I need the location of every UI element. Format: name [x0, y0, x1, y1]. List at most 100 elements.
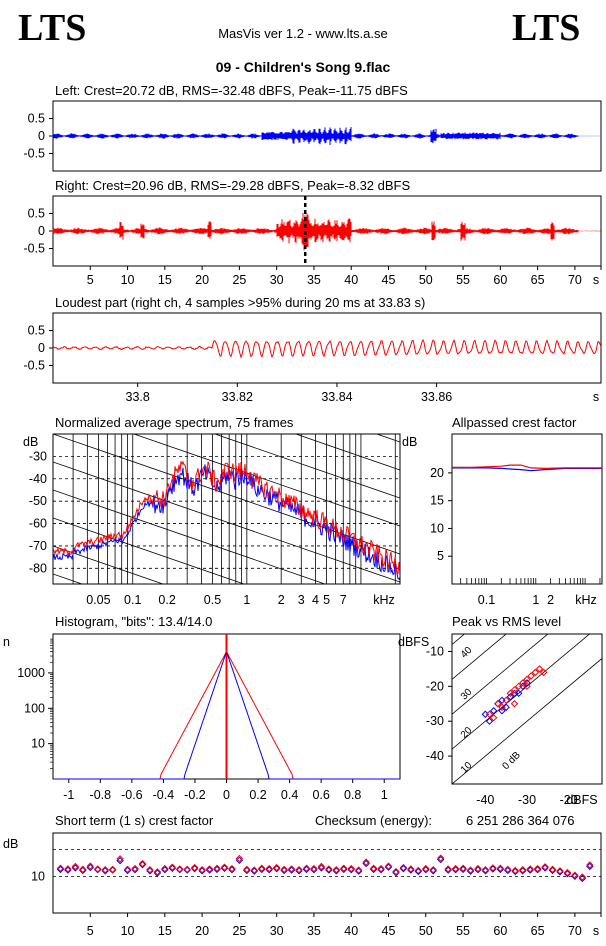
- crest-point: [369, 865, 378, 874]
- peak-rms-diagonal: [452, 657, 602, 784]
- crest-point: [317, 862, 326, 871]
- crest-point: [578, 873, 587, 881]
- peak-rms-point: [489, 714, 498, 722]
- crest-point: [228, 866, 236, 874]
- allpass-xunit: kHz: [575, 593, 597, 607]
- checksum-value: 6 251 286 364 076: [466, 813, 574, 828]
- allpass-xtick-label: 0.1: [478, 593, 495, 607]
- allpass-ytick-label: 5: [437, 549, 444, 563]
- spectrum-diagonal: [53, 545, 165, 584]
- crest-point: [474, 864, 482, 873]
- peak-rms-xtick-label: -20: [560, 793, 578, 807]
- right-waveform-xtick-label: 30: [270, 273, 284, 287]
- allpass-ylabel: dB: [402, 435, 417, 449]
- crest-point: [123, 866, 132, 875]
- loudest-signal: [52, 338, 602, 359]
- crest-point: [340, 865, 348, 874]
- crest-point: [64, 866, 72, 874]
- crest-ytick-label: 10: [31, 870, 45, 884]
- crest-point: [64, 865, 72, 873]
- crest-point: [377, 864, 385, 873]
- crest-frame: [52, 832, 602, 914]
- crest-point: [489, 865, 497, 873]
- crest-point: [504, 866, 512, 875]
- right-waveform-title: Right: Crest=20.96 dB, RMS=-29.28 dBFS, …: [55, 178, 410, 193]
- crest-xtick-label: 30: [270, 924, 284, 938]
- right-waveform-signal: [52, 213, 601, 251]
- allpass-xtick-label: 1: [532, 593, 539, 607]
- spectrum-xtick-label: 1: [243, 593, 250, 607]
- peak-rms-ylabel: dBFS: [398, 635, 429, 649]
- spectrum-xtick-label: 5: [323, 593, 330, 607]
- crest-xtick-label: 70: [568, 924, 582, 938]
- spectrum-xtick-label: 0.5: [204, 593, 221, 607]
- peak-rms-ytick-label: -40: [426, 749, 444, 763]
- crest-point: [280, 865, 288, 874]
- crest-point: [138, 859, 147, 868]
- crest-point: [101, 867, 109, 875]
- spectrum-diagonal: [53, 517, 246, 584]
- crest-point: [422, 866, 430, 874]
- logo-right: LTS: [512, 7, 581, 49]
- peak-rms-ytick-label: -10: [426, 644, 444, 658]
- histogram-xtick-label: 0.4: [281, 788, 298, 802]
- crest-point: [354, 866, 363, 874]
- right-waveform-xtick-label: 50: [419, 273, 433, 287]
- crest-point: [533, 866, 542, 874]
- allpass-series-0: [452, 467, 602, 472]
- peak-rms-point: [498, 703, 506, 711]
- peak-rms-diag-label: 20: [459, 725, 475, 741]
- histogram-xtick-label: 1: [381, 788, 388, 802]
- crest-point: [556, 867, 564, 875]
- histogram-xtick-label: 0.8: [344, 788, 361, 802]
- crest-point: [101, 866, 109, 874]
- spectrum-left-curve: [53, 464, 400, 580]
- spectrum-xtick-label: 7: [340, 593, 347, 607]
- spectrum-ytick-label: -70: [29, 539, 47, 553]
- spectrum-xtick-label: 0.05: [86, 593, 110, 607]
- spectrum-ytick-label: -40: [29, 472, 47, 486]
- loudest-part-title: Loudest part (right ch, 4 samples >95% d…: [55, 295, 425, 310]
- crest-point: [265, 866, 273, 874]
- crest-point: [340, 864, 348, 872]
- crest-point: [86, 862, 94, 870]
- right-waveform-xtick-label: 65: [531, 273, 545, 287]
- peak-rms-point: [523, 682, 531, 691]
- crest-point: [146, 866, 154, 874]
- crest-point: [533, 864, 542, 873]
- allpass-series-1: [452, 464, 602, 470]
- right-waveform-xtick-label: 35: [307, 273, 321, 287]
- allpass-ytick-label: 15: [430, 494, 444, 508]
- crest-point: [451, 864, 460, 873]
- crest-point: [295, 867, 303, 875]
- right-waveform-xtick-label: 55: [456, 273, 470, 287]
- crest-point: [496, 865, 505, 874]
- crest-point: [436, 854, 445, 862]
- right-waveform-xtick-label: 10: [121, 273, 135, 287]
- left-waveform-ytick-label: 0: [38, 129, 45, 143]
- peak-rms-diag-label: 0 dB: [501, 750, 524, 773]
- crest-xtick-label: s: [593, 924, 599, 938]
- crest-point: [332, 866, 341, 874]
- peak-rms-xunit: dBFS: [566, 793, 597, 807]
- crest-point: [272, 864, 281, 873]
- crest-point: [548, 866, 557, 875]
- crest-point: [213, 864, 221, 872]
- crest-point: [414, 866, 423, 875]
- histogram-xtick-label: 0.2: [249, 788, 266, 802]
- loudest-ytick-label: -0.5: [23, 359, 45, 373]
- allpass-ytick-label: 10: [430, 521, 444, 535]
- peak-rms-diag-label: 30: [459, 686, 475, 702]
- spectrum-diagonal: [294, 434, 400, 471]
- spectrum-title: Normalized average spectrum, 75 frames: [55, 415, 294, 430]
- crest-xtick-label: 10: [121, 924, 135, 938]
- left-waveform-title: Left: Crest=20.72 dB, RMS=-32.48 dBFS, P…: [55, 83, 408, 98]
- crest-point: [302, 864, 311, 872]
- crest-xtick-label: 45: [382, 924, 396, 938]
- crest-point: [563, 868, 572, 877]
- crest-point: [131, 866, 139, 874]
- loudest-xunit: s: [593, 390, 599, 404]
- crest-point: [198, 867, 206, 875]
- crest-xtick-label: 40: [344, 924, 358, 938]
